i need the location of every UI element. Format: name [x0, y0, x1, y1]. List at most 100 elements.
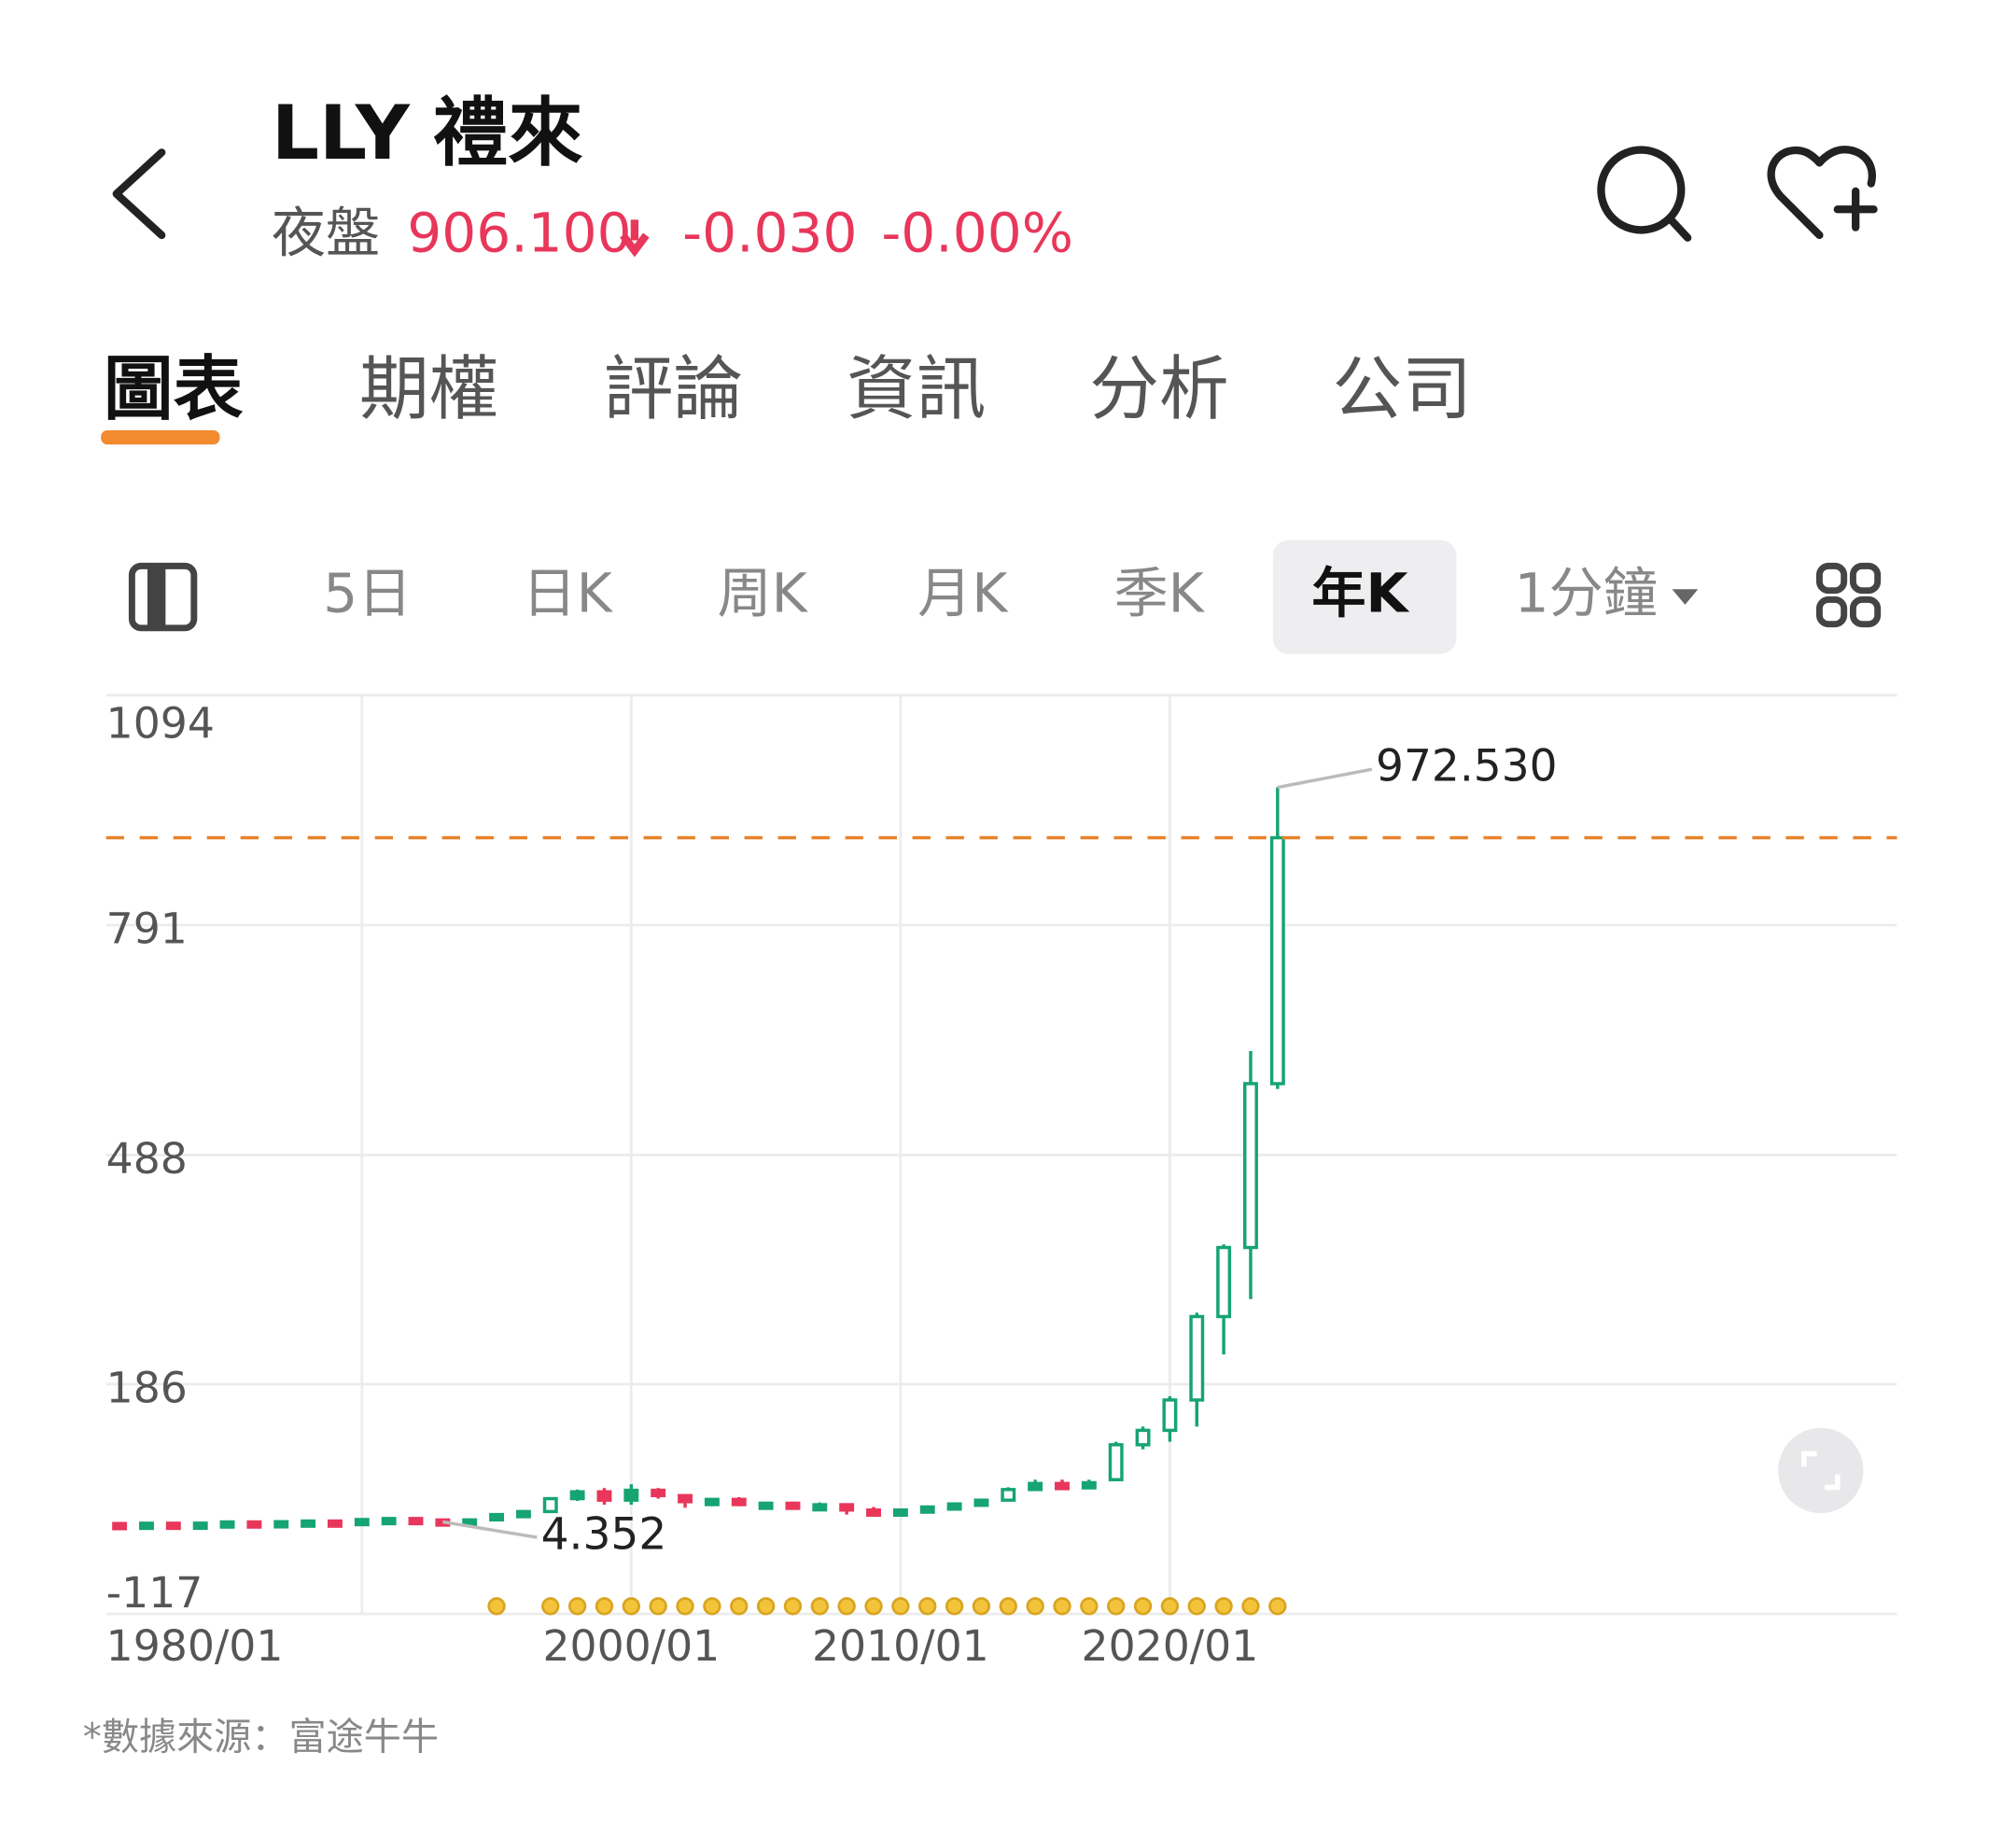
x-tick-label: 2010/01 — [812, 1621, 989, 1671]
event-marker — [487, 1597, 506, 1616]
candle-body — [192, 1521, 208, 1531]
event-marker — [918, 1597, 937, 1616]
candle-body — [731, 1497, 747, 1507]
down-arrow — [620, 219, 650, 258]
grid-icon — [1849, 562, 1882, 595]
event-marker — [730, 1597, 749, 1616]
event-marker — [891, 1597, 910, 1616]
candle-body — [785, 1501, 801, 1510]
period[interactable]: 季K — [1114, 562, 1206, 625]
event-marker — [945, 1597, 964, 1616]
candle-body — [596, 1490, 612, 1502]
fullscreen-button[interactable] — [1778, 1427, 1864, 1514]
candle-body — [139, 1521, 154, 1531]
event-marker — [756, 1597, 776, 1616]
candle-body — [623, 1488, 639, 1502]
back-button[interactable] — [112, 148, 166, 240]
fullscreen-icon — [1801, 1451, 1841, 1491]
event-marker — [864, 1597, 883, 1616]
candle-body — [301, 1519, 316, 1528]
y-tick-label: -117 — [106, 1568, 203, 1618]
grid-icon — [1815, 562, 1848, 595]
annotation-leader — [1277, 767, 1373, 790]
y-tick-label: 1094 — [106, 699, 215, 749]
symbol: LLY — [272, 89, 411, 176]
event-marker — [1080, 1597, 1099, 1616]
event-marker — [1133, 1597, 1153, 1616]
search-icon — [1667, 216, 1692, 242]
dropdown-caret — [1672, 589, 1699, 605]
event-marker — [837, 1597, 856, 1616]
event-marker — [1053, 1597, 1071, 1616]
session: 夜盤 — [272, 201, 380, 264]
y-tick-label: 488 — [106, 1134, 188, 1184]
candle-body — [1243, 1082, 1258, 1250]
fullscreen-bg — [1778, 1427, 1864, 1514]
y-tick-label: 186 — [106, 1363, 188, 1412]
event-marker — [999, 1597, 1017, 1616]
candle-body — [1108, 1443, 1124, 1481]
tab[interactable]: 資訊 — [847, 349, 986, 430]
layout-toggle[interactable] — [128, 562, 198, 632]
event-marker — [1160, 1597, 1180, 1616]
annotation-label: 4.352 — [541, 1509, 667, 1561]
event-marker — [676, 1597, 694, 1616]
event-marker — [810, 1597, 830, 1616]
search-icon — [1597, 146, 1686, 234]
candle-body — [219, 1520, 235, 1529]
candle-body — [542, 1496, 558, 1514]
event-marker — [703, 1597, 721, 1616]
watchlist-button[interactable] — [1767, 146, 1878, 240]
event-marker — [541, 1597, 560, 1616]
candle-body — [973, 1498, 989, 1507]
tab[interactable]: 分析 — [1089, 349, 1229, 430]
change: -0.030 — [682, 201, 857, 264]
candle-body — [408, 1517, 424, 1526]
candle-body — [919, 1505, 935, 1514]
event-marker — [1214, 1597, 1233, 1616]
plus-icon — [1833, 187, 1878, 231]
candle-body — [1162, 1398, 1178, 1433]
candle-body — [1269, 835, 1285, 1086]
x-tick-label: 1980/01 — [106, 1621, 284, 1671]
candle-body — [946, 1502, 962, 1511]
event-marker — [1107, 1597, 1126, 1616]
period[interactable]: 周K — [718, 562, 809, 625]
period[interactable]: 年K — [1311, 562, 1409, 625]
event-marker — [1268, 1597, 1287, 1616]
period[interactable]: 5日 — [323, 562, 412, 625]
event-marker — [783, 1597, 803, 1616]
footer-source: *數據來源：富途牛牛 — [83, 1716, 439, 1759]
y-tick-label: 791 — [106, 904, 188, 954]
candle-body — [866, 1508, 881, 1518]
candle-body — [678, 1493, 693, 1504]
candle-body — [381, 1517, 397, 1526]
grid-icon — [1815, 596, 1848, 628]
tab-indicator — [101, 430, 220, 445]
period[interactable]: 1分鐘 — [1515, 562, 1658, 625]
search-button[interactable] — [1597, 146, 1692, 242]
candle-body — [1055, 1481, 1070, 1491]
x-tick-label: 2020/01 — [1082, 1621, 1259, 1671]
candle-body — [892, 1508, 908, 1518]
tab[interactable]: 評論 — [604, 349, 744, 430]
tab[interactable]: 圖表 — [104, 349, 244, 430]
annotation-leader — [442, 1520, 538, 1539]
event-marker — [649, 1597, 667, 1616]
candle-body — [165, 1521, 181, 1531]
period[interactable]: 月K — [917, 562, 1009, 625]
event-marker — [972, 1597, 991, 1616]
tab[interactable]: 公司 — [1332, 349, 1472, 430]
event-marker — [1187, 1597, 1206, 1616]
candle-body — [758, 1501, 774, 1510]
annotation-label: 972.530 — [1376, 741, 1558, 792]
stock-name: 禮來 — [433, 89, 583, 176]
tab[interactable]: 期權 — [359, 349, 499, 430]
period[interactable]: 日K — [522, 562, 613, 625]
candle-body — [651, 1488, 666, 1498]
candle-body — [515, 1509, 531, 1519]
candle-body — [1189, 1314, 1205, 1402]
more-button[interactable] — [1815, 562, 1882, 628]
